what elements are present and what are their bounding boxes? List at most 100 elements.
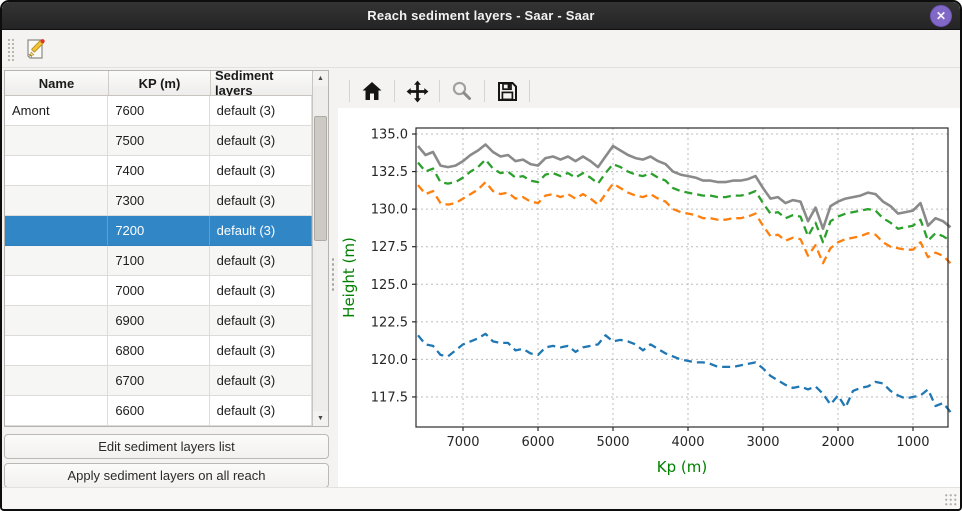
y-tick-label: 127.5 (371, 240, 408, 255)
table-row[interactable]: Amont 7600 default (3) (5, 96, 312, 126)
plot-canvas[interactable]: 7000 6000 5000 4000 3000 2000 1000 135.0 132.5 13… (338, 108, 960, 488)
window-title: Reach sediment layers - Saar - Saar (367, 8, 595, 23)
cell-name[interactable] (5, 366, 109, 396)
cell-name[interactable] (5, 336, 109, 366)
title-bar[interactable]: Reach sediment layers - Saar - Saar ✕ (2, 2, 960, 30)
toolbar-separator (484, 80, 485, 102)
close-icon: ✕ (935, 9, 947, 23)
cell-name[interactable] (5, 126, 109, 156)
y-tick-label: 132.5 (371, 165, 408, 180)
apply-sediment-layers-button[interactable]: Apply sediment layers on all reach (4, 463, 329, 488)
profile-top-gray-line (417, 143, 952, 230)
plot-zoom-button[interactable] (449, 78, 475, 104)
y-tick-label: 117.5 (371, 390, 408, 405)
cell-kp[interactable]: 7600 (108, 96, 210, 126)
cell-name[interactable] (5, 246, 109, 276)
cell-kp[interactable]: 6800 (108, 336, 210, 366)
cell-name[interactable] (5, 216, 109, 246)
cell-kp[interactable]: 6700 (108, 366, 210, 396)
table-row[interactable]: 6700 default (3) (5, 366, 312, 396)
cell-layers[interactable]: default (3) (209, 276, 312, 306)
edit-sediment-layers-button[interactable]: Edit sediment layers list (4, 434, 329, 459)
close-button[interactable]: ✕ (930, 5, 952, 27)
table-row[interactable]: 7000 default (3) (5, 276, 312, 306)
cell-name[interactable] (5, 306, 109, 336)
cell-layers[interactable]: default (3) (209, 246, 312, 276)
plot-pan-button[interactable] (404, 78, 430, 104)
column-header-sediment-layers[interactable]: Sediment layers (211, 68, 313, 98)
edit-reach-button[interactable] (21, 35, 49, 63)
y-tick-label: 120.0 (371, 353, 408, 368)
y-tick-label: 125.0 (371, 278, 408, 293)
plot-nav-toolbar (340, 76, 539, 106)
toolbar-separator (394, 80, 395, 102)
cell-kp[interactable]: 6600 (108, 396, 210, 426)
cell-layers[interactable]: default (3) (209, 126, 312, 156)
save-floppy-icon (498, 82, 517, 101)
x-tick-label: 5000 (596, 435, 629, 450)
cell-kp[interactable]: 6900 (108, 306, 210, 336)
sediment-layer-green-line (417, 158, 952, 244)
cell-name[interactable] (5, 186, 109, 216)
cell-layers[interactable]: default (3) (209, 186, 312, 216)
table-row[interactable]: 7200 default (3) (5, 216, 312, 246)
table-row[interactable]: 7300 default (3) (5, 186, 312, 216)
table-scrollbar[interactable]: ▲ ▼ (312, 71, 328, 426)
scrollbar-up-arrow-icon[interactable]: ▲ (313, 71, 328, 86)
cell-layers[interactable]: default (3) (209, 396, 312, 426)
home-icon (362, 82, 382, 100)
y-tick-label: 130.0 (371, 203, 408, 218)
cell-layers[interactable]: default (3) (209, 96, 312, 126)
cell-kp[interactable]: 7000 (108, 276, 210, 306)
cell-kp[interactable]: 7400 (108, 156, 210, 186)
x-tick-label: 4000 (671, 435, 704, 450)
x-tick-label: 3000 (746, 435, 779, 450)
table-row[interactable]: 6600 default (3) (5, 396, 312, 426)
table-row[interactable]: 6900 default (3) (5, 306, 312, 336)
pan-move-icon (406, 80, 428, 102)
toolbar-drag-handle[interactable] (6, 36, 15, 61)
plot-save-button[interactable] (494, 78, 520, 104)
window-resize-grip[interactable] (944, 493, 957, 506)
x-tick-label: 1000 (896, 435, 929, 450)
table-header-row: Name KP (m) Sediment layers (5, 68, 328, 98)
cell-name[interactable] (5, 156, 109, 186)
x-tick-label: 7000 (446, 435, 479, 450)
toolbar-separator (439, 80, 440, 102)
main-toolbar (2, 30, 960, 68)
cell-layers[interactable]: default (3) (209, 306, 312, 336)
scrollbar-down-arrow-icon[interactable]: ▼ (313, 411, 328, 426)
x-tick-label: 6000 (521, 435, 554, 450)
sediment-profile-chart: 7000 6000 5000 4000 3000 2000 1000 135.0 132.5 13… (340, 127, 952, 476)
cell-layers[interactable]: default (3) (209, 336, 312, 366)
y-tick-label: 135.0 (371, 128, 408, 143)
table-row[interactable]: 7400 default (3) (5, 156, 312, 186)
table-row[interactable]: 6800 default (3) (5, 336, 312, 366)
cell-name[interactable]: Amont (5, 96, 109, 126)
toolbar-separator (349, 80, 350, 102)
column-header-kp[interactable]: KP (m) (109, 71, 211, 95)
status-bar (2, 487, 960, 509)
cell-layers[interactable]: default (3) (209, 366, 312, 396)
x-tick-label: 2000 (821, 435, 854, 450)
x-axis-label: Kp (m) (657, 458, 707, 476)
sections-table: Name KP (m) Sediment layers Amont 7600 def… (4, 68, 329, 427)
cell-kp[interactable]: 7500 (108, 126, 210, 156)
plot-home-button[interactable] (359, 78, 385, 104)
panel-splitter-handle[interactable] (331, 257, 336, 291)
cell-name[interactable] (5, 396, 109, 426)
scrollbar-thumb[interactable] (314, 116, 327, 241)
table-row[interactable]: 7100 default (3) (5, 246, 312, 276)
cell-kp[interactable]: 7100 (108, 246, 210, 276)
table-row[interactable]: 7500 default (3) (5, 126, 312, 156)
cell-layers[interactable]: default (3) (209, 216, 312, 246)
cell-name[interactable] (5, 276, 109, 306)
magnifier-zoom-icon (452, 81, 471, 100)
column-header-name[interactable]: Name (5, 71, 109, 95)
cell-kp[interactable]: 7300 (108, 186, 210, 216)
scrollbar-track[interactable] (313, 86, 328, 411)
cell-layers[interactable]: default (3) (209, 156, 312, 186)
y-tick-label: 122.5 (371, 315, 408, 330)
cell-kp[interactable]: 7200 (108, 216, 210, 246)
